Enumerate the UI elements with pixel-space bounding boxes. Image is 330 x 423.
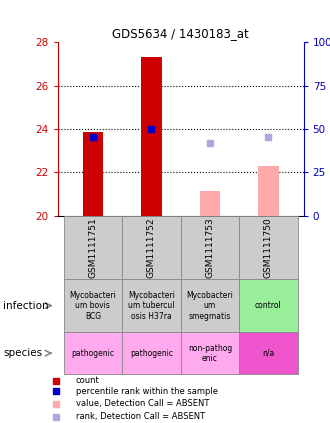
Bar [64,332,122,374]
Bar [258,166,279,216]
Title: GDS5634 / 1430183_at: GDS5634 / 1430183_at [112,27,249,40]
Bar [181,332,239,374]
Text: control: control [255,301,282,310]
Bar [200,191,220,216]
Bar [141,58,162,216]
Text: n/a: n/a [262,349,275,358]
Text: infection: infection [3,301,49,310]
Text: Mycobacteri
um tubercul
osis H37ra: Mycobacteri um tubercul osis H37ra [128,291,175,321]
Text: percentile rank within the sample: percentile rank within the sample [76,387,218,396]
Text: value, Detection Call = ABSENT: value, Detection Call = ABSENT [76,399,209,408]
Text: pathogenic: pathogenic [130,349,173,358]
Text: GSM1111753: GSM1111753 [206,217,214,278]
Text: Mycobacteri
um bovis
BCG: Mycobacteri um bovis BCG [69,291,116,321]
Bar [122,332,181,374]
Text: GSM1111750: GSM1111750 [264,217,273,278]
Text: non-pathog
enic: non-pathog enic [188,343,232,363]
Text: GSM1111752: GSM1111752 [147,217,156,278]
Text: Mycobacteri
um
smegmatis: Mycobacteri um smegmatis [186,291,233,321]
Bar [239,216,298,279]
Bar [122,216,181,279]
Bar [122,279,181,332]
Bar [64,216,122,279]
Bar [181,216,239,279]
Text: count: count [76,376,100,385]
Bar [239,279,298,332]
Bar [64,279,122,332]
Text: pathogenic: pathogenic [71,349,115,358]
Bar [181,279,239,332]
Text: species: species [3,348,43,358]
Bar [239,332,298,374]
Text: rank, Detection Call = ABSENT: rank, Detection Call = ABSENT [76,412,205,421]
Text: GSM1111751: GSM1111751 [88,217,97,278]
Bar [82,132,103,216]
